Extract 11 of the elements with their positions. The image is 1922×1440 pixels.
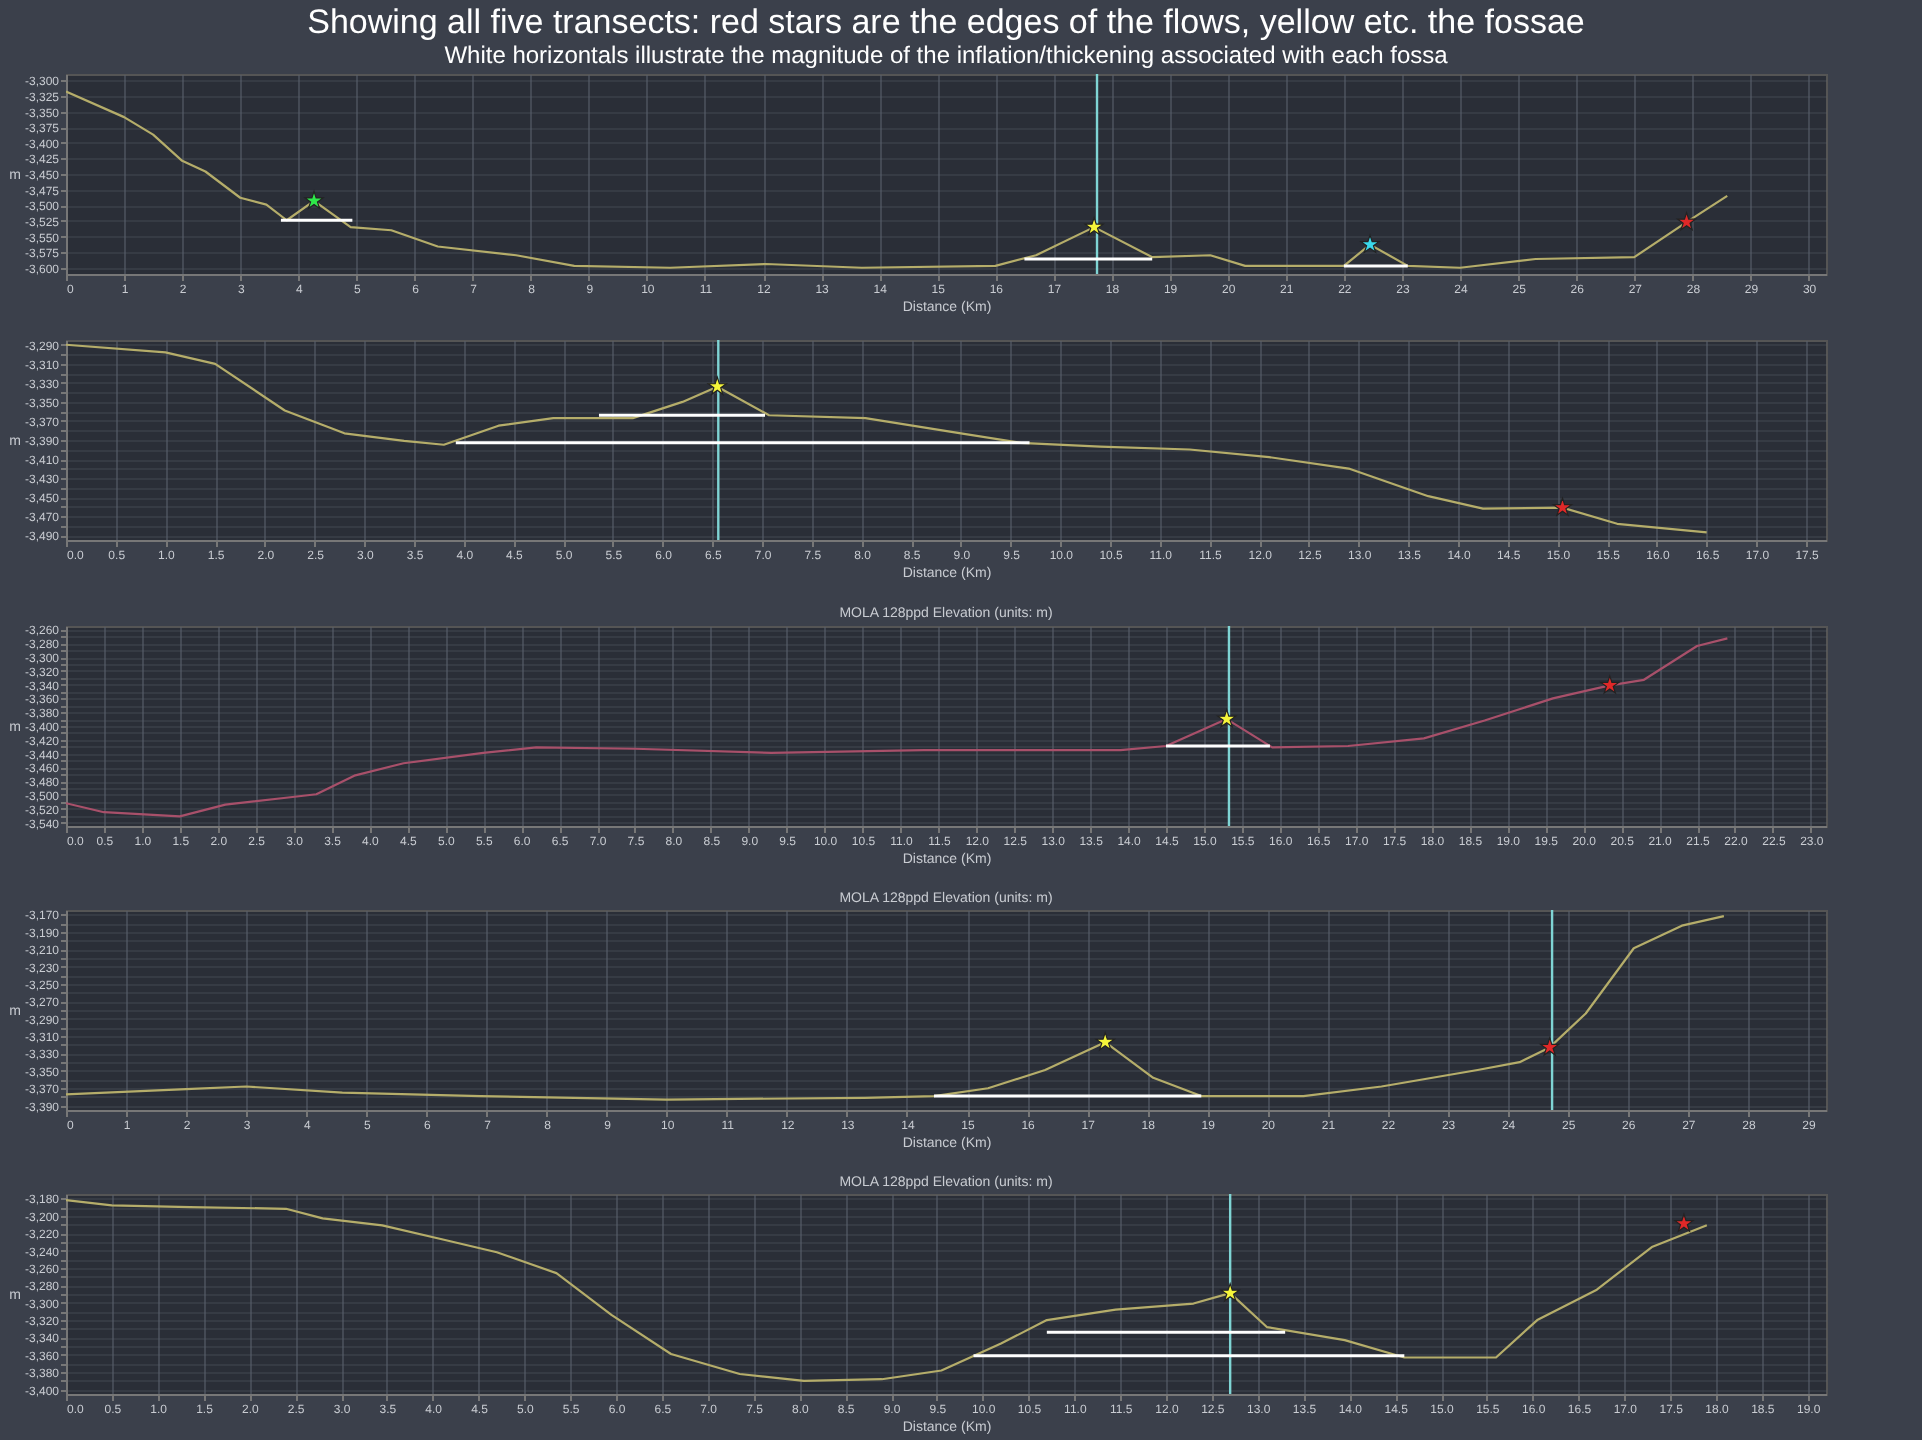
line-series (66, 90, 1729, 269)
line-series (66, 637, 1729, 818)
line-series (66, 343, 1708, 534)
point (1676, 212, 1697, 231)
point (1084, 217, 1104, 236)
point (1360, 234, 1380, 253)
chart-subtitle: White horizontals illustrate the magnitude of the inflation/thickening associated with each fossa (444, 40, 1449, 69)
point (304, 190, 324, 210)
chart-title: Showing all five transects: red stars are the edges of the flows, yellow etc. the fossae (307, 2, 1585, 41)
line-series (66, 914, 1725, 1101)
line-series (66, 1198, 1708, 1383)
